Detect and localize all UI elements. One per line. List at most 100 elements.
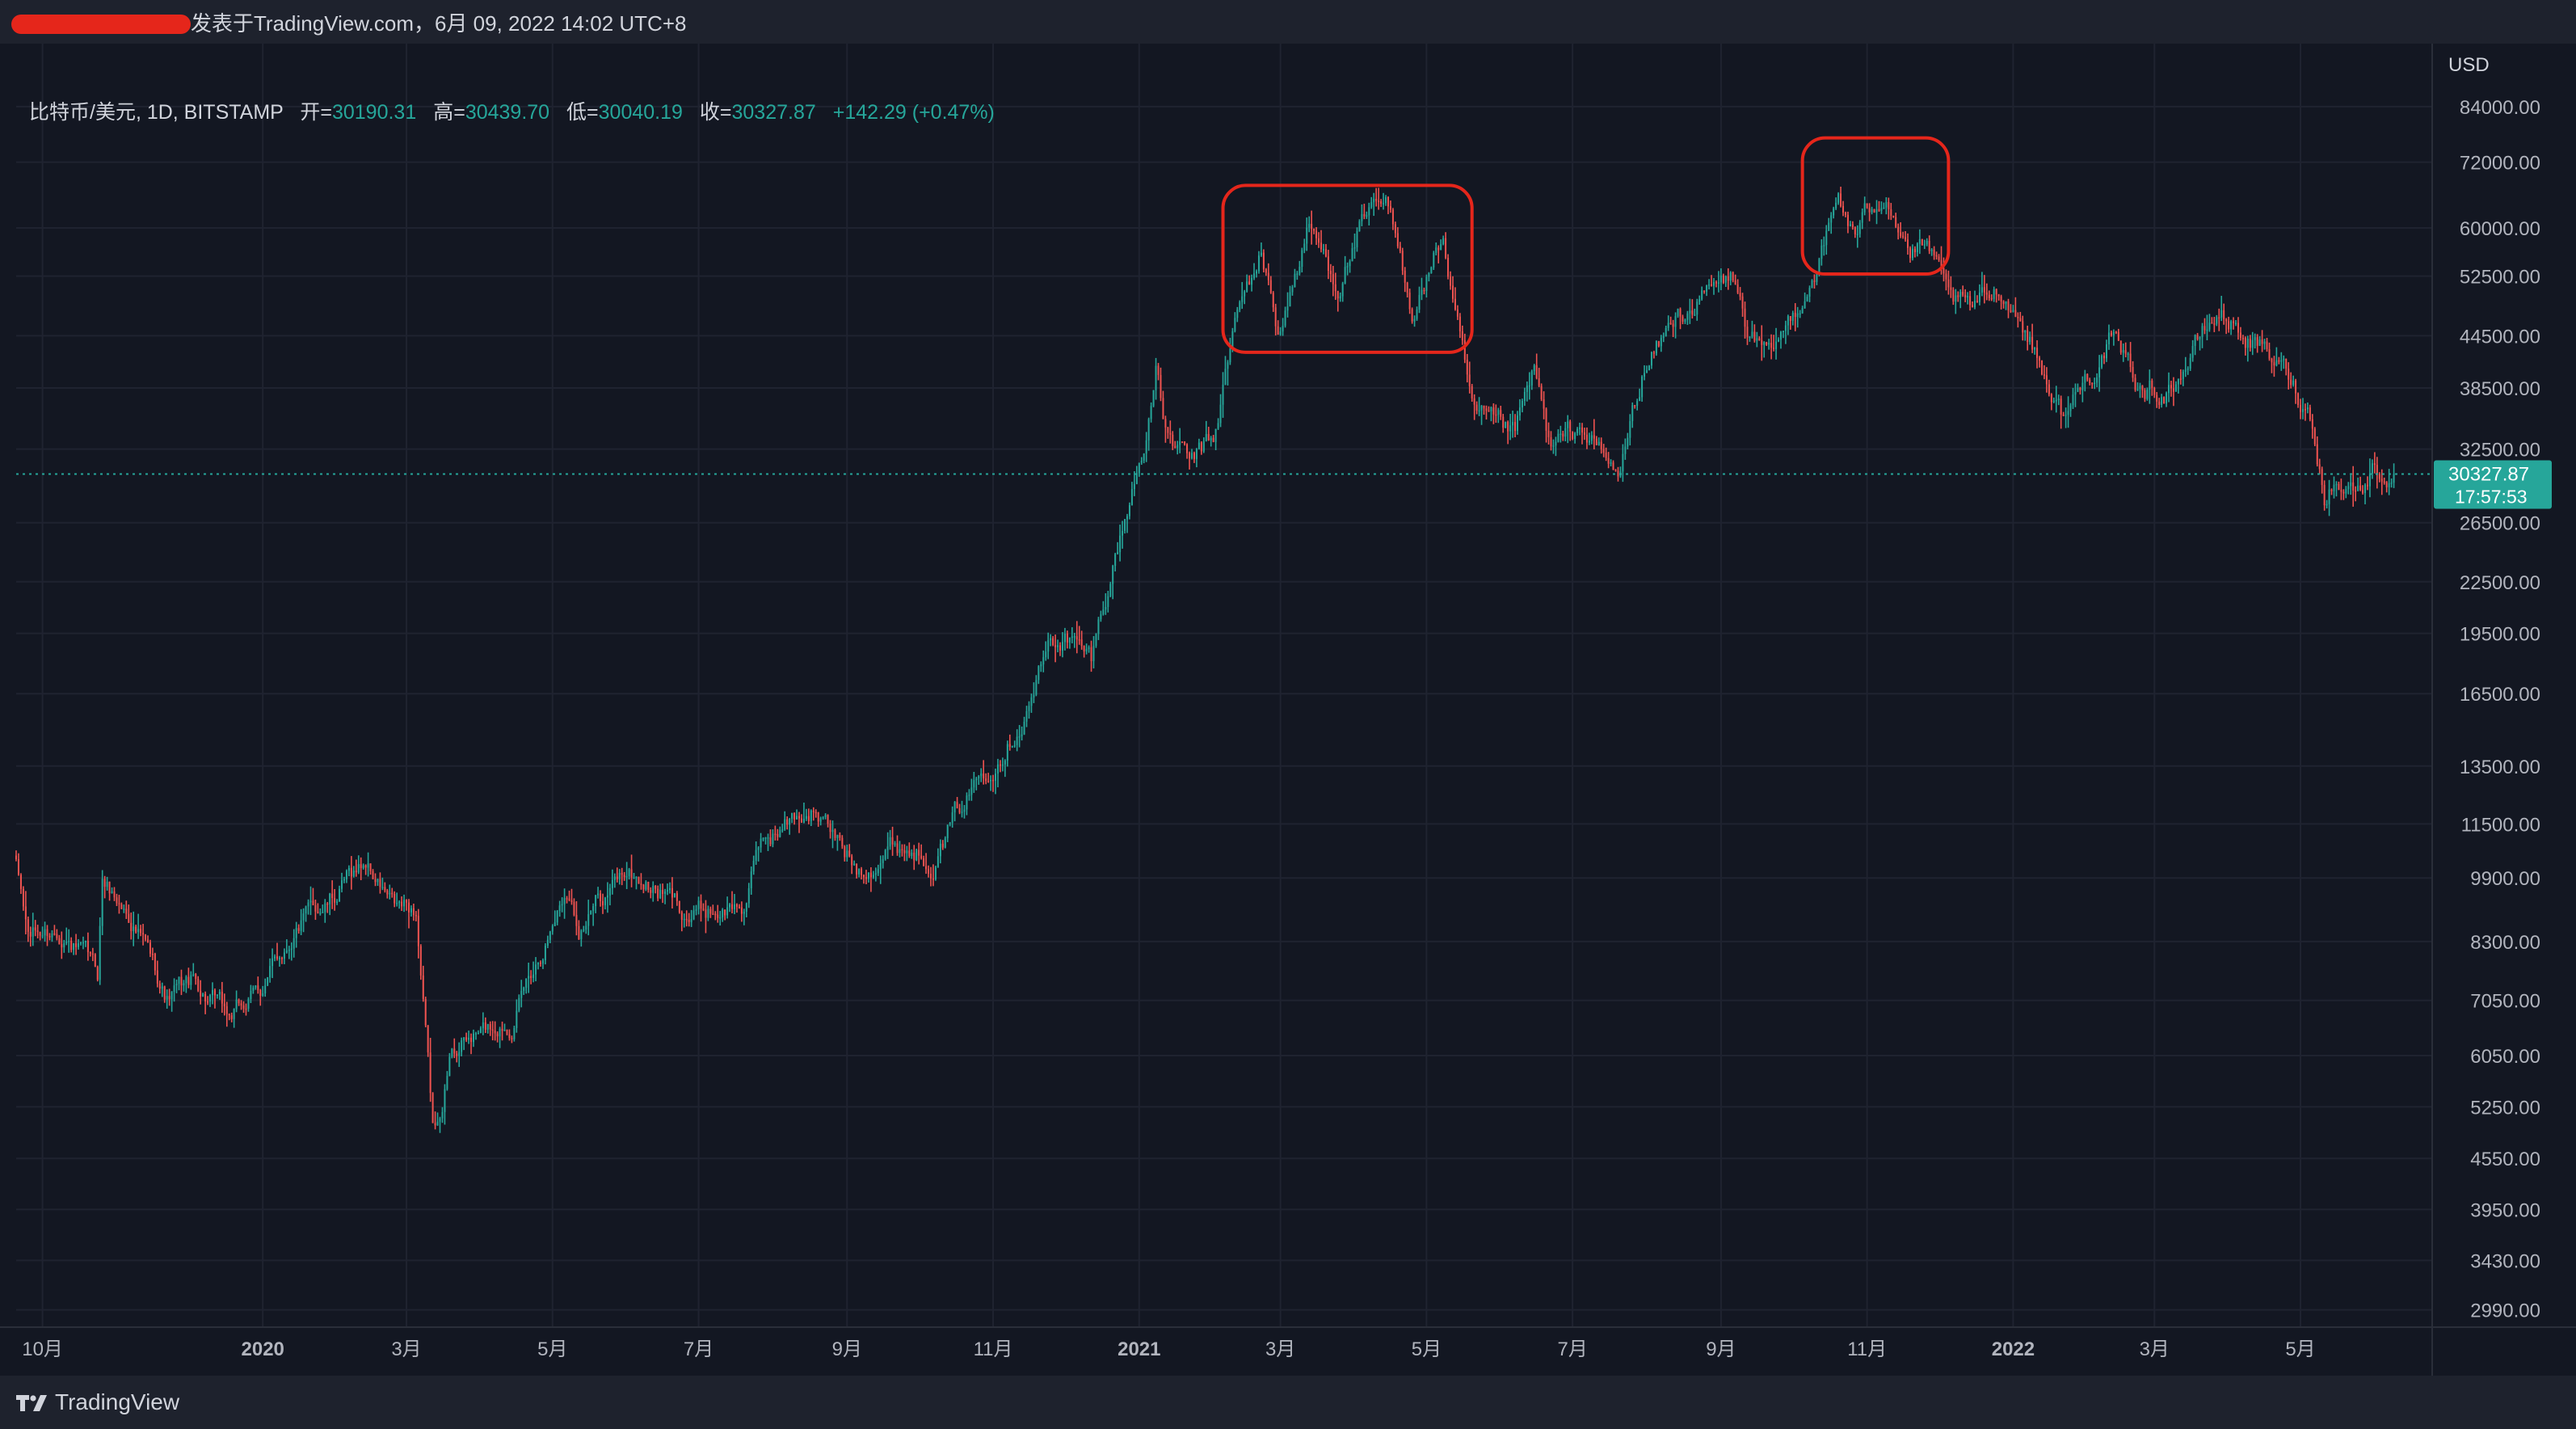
candle-body <box>1356 231 1358 247</box>
time-tick-label: 5月 <box>2285 1338 2315 1360</box>
candle-body <box>1564 428 1567 437</box>
candle-body <box>2239 332 2241 338</box>
candle-body <box>702 908 705 910</box>
candle-body <box>1907 239 1909 248</box>
candle-body <box>700 900 702 909</box>
candle-body <box>1500 410 1502 417</box>
candle-body <box>740 907 743 914</box>
candle-body <box>1265 269 1267 273</box>
candle-body <box>213 989 216 996</box>
candle-body <box>1227 362 1229 369</box>
candle-body <box>357 864 360 873</box>
price-tick-label: 72000.00 <box>2460 153 2540 175</box>
candle-body <box>223 1003 225 1007</box>
candle-body <box>920 855 923 859</box>
candle-body <box>918 849 920 856</box>
candle-body <box>657 888 659 899</box>
candle-body <box>218 992 221 995</box>
candle-body <box>1916 243 1918 253</box>
candle-body <box>1585 434 1588 443</box>
candle-body <box>470 1037 473 1043</box>
candle-body <box>149 942 151 954</box>
candle-body <box>1538 377 1540 386</box>
candle-body <box>1576 428 1579 433</box>
candle-body <box>956 802 958 808</box>
candle-body <box>1530 371 1533 386</box>
candle-body <box>46 929 48 937</box>
candle-body <box>412 908 415 916</box>
candle-body <box>953 802 956 813</box>
candle-body <box>1445 238 1447 258</box>
price-chart[interactable]: USD 84000.00 72000.00 60000.00 52500.00 44500… <box>0 44 2576 1376</box>
candle-body <box>549 931 551 940</box>
candle-body <box>61 944 63 948</box>
candle-body <box>824 815 827 817</box>
candle-body <box>417 916 419 946</box>
candle-body <box>1368 207 1370 216</box>
candle-body <box>200 990 202 997</box>
candle-body <box>326 903 329 905</box>
candle-body <box>1682 316 1684 322</box>
candle-body <box>63 943 65 948</box>
candle-body <box>937 856 939 867</box>
candle-body <box>1050 638 1052 641</box>
time-axis[interactable]: 10月 2020 3月 5月 7月 9月 11月 2021 3月 5月 7月 9月 11月 2022 3月 5… <box>0 1326 2576 1360</box>
candle-body <box>2052 400 2055 403</box>
candle-body <box>798 816 801 819</box>
candle-body <box>372 870 374 879</box>
candle-body <box>2027 330 2029 343</box>
candle-body <box>554 922 556 926</box>
candle-body <box>2235 322 2237 325</box>
tradingview-logo-icon[interactable] <box>16 1393 53 1413</box>
candle-body <box>2271 358 2273 363</box>
price-axis[interactable]: USD 84000.00 72000.00 60000.00 52500.00 44500… <box>2431 44 2576 1376</box>
candle-body <box>1880 208 1883 211</box>
candle-body <box>1088 647 1090 649</box>
candle-body <box>1212 437 1214 442</box>
candle-body <box>1284 310 1286 327</box>
candle-body <box>264 985 267 994</box>
candle-body <box>1318 238 1320 243</box>
candle-body <box>1518 407 1521 416</box>
candle-body <box>1641 376 1644 398</box>
candle-body <box>2081 382 2084 390</box>
candle-body <box>1272 293 1274 308</box>
candle-body <box>1286 306 1289 311</box>
tradingview-brand[interactable]: TradingView <box>55 1389 180 1414</box>
candle-body <box>384 887 386 891</box>
candle-body <box>73 943 75 951</box>
candle-body <box>1071 636 1073 639</box>
candle-body <box>1262 252 1265 270</box>
candle-body <box>2139 386 2141 390</box>
candle-body <box>216 994 218 996</box>
open-value: 30190.31 <box>331 101 417 124</box>
candle-body <box>410 908 412 913</box>
candle-body <box>1016 736 1018 745</box>
candle-body <box>2268 348 2271 359</box>
candle-body <box>1900 232 1902 236</box>
candle-body <box>528 976 530 979</box>
candle-body <box>2196 335 2199 339</box>
candle-body <box>1526 386 1528 392</box>
candle-body <box>2024 330 2027 333</box>
candle-body <box>1308 223 1311 228</box>
price-tick-label: 19500.00 <box>2460 624 2540 646</box>
published-header: 发表于TradingView.com，6月 09, 2022 14:02 UTC… <box>0 0 2576 44</box>
candle-body <box>2117 331 2119 341</box>
candle-body <box>733 904 735 909</box>
candle-body <box>671 887 673 898</box>
candle-body <box>1863 203 1866 213</box>
candle-body <box>1595 438 1597 445</box>
candle-body <box>1622 453 1624 472</box>
candle-body <box>146 939 149 943</box>
candle-body <box>1713 282 1715 286</box>
candle-body <box>53 933 56 935</box>
candle-body <box>784 819 786 830</box>
candle-body <box>762 838 764 840</box>
candle-body <box>41 935 44 937</box>
chart-area[interactable]: USD 84000.00 72000.00 60000.00 52500.00 44500… <box>0 44 2576 1376</box>
candle-body <box>2321 469 2323 485</box>
candle-body <box>84 941 86 942</box>
candle-body <box>130 922 133 932</box>
candle-body <box>2010 310 2012 312</box>
